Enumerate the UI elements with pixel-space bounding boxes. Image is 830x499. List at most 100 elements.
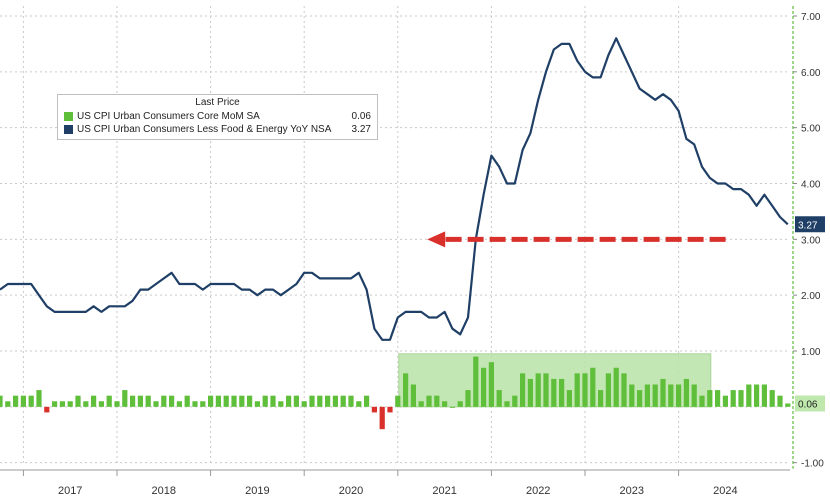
y-tick-label: 2.00 (801, 291, 821, 302)
bar-core-mom (91, 395, 97, 407)
bar-core-mom (44, 406, 50, 413)
bar-core-mom (621, 373, 627, 407)
bar-core-mom (356, 401, 362, 407)
bar-core-mom (754, 384, 760, 407)
x-axis-band (0, 470, 790, 499)
bar-core-mom (746, 384, 752, 407)
bar-core-mom (5, 401, 11, 407)
bar-core-mom (262, 395, 268, 407)
bar-core-mom (660, 378, 666, 407)
bar-core-mom (270, 395, 276, 407)
bar-core-mom (192, 401, 198, 407)
bar-core-mom (504, 401, 510, 407)
bar-core-mom (512, 395, 518, 407)
bar-core-mom (254, 401, 260, 407)
bar-core-mom (598, 390, 604, 407)
bar-core-mom (161, 395, 167, 407)
bar-core-mom (13, 395, 19, 407)
bar-core-mom (520, 373, 526, 407)
bar-core-mom (449, 406, 455, 408)
bar-core-mom (566, 390, 572, 407)
bar-core-mom (20, 395, 26, 407)
bar-core-mom (629, 384, 635, 407)
bar-core-mom (582, 373, 588, 407)
bar-core-mom (215, 395, 221, 407)
bar-core-mom (707, 390, 713, 407)
bar-core-mom (98, 401, 104, 407)
legend-label-core-yoy: US CPI Urban Consumers Less Food & Energ… (77, 124, 332, 135)
bar-core-mom (465, 390, 471, 407)
bar-core-mom (75, 395, 81, 407)
bar-core-mom (130, 395, 136, 407)
bar-core-mom (340, 395, 346, 407)
bar-core-mom (59, 401, 65, 407)
line-core-yoy (0, 37, 789, 341)
bar-core-mom (36, 390, 42, 407)
x-tick-label: 2023 (620, 485, 644, 497)
bar-core-mom (543, 373, 549, 407)
y-tick-label: 7.00 (801, 12, 821, 23)
bar-core-mom (67, 401, 73, 407)
x-tick-label: 2019 (245, 485, 269, 497)
y-tick-label: 4.00 (801, 180, 821, 191)
bar-core-mom (184, 395, 190, 407)
bar-core-mom (644, 384, 650, 407)
y-tick-label: 5.00 (801, 124, 821, 135)
bar-core-mom (371, 406, 377, 413)
bar-core-mom (153, 401, 159, 407)
bar-core-mom (761, 384, 767, 407)
bar-core-mom (496, 390, 502, 407)
bar-core-mom (574, 373, 580, 407)
bar-core-mom (348, 395, 354, 407)
chart-legend: Last Price US CPI Urban Consumers Core M… (57, 94, 378, 140)
bar-core-mom (403, 373, 409, 407)
bar-core-mom (0, 395, 3, 407)
bar-core-mom (715, 390, 721, 407)
legend-entry-core-yoy: US CPI Urban Consumers Less Food & Energ… (64, 123, 371, 136)
bar-core-mom (231, 395, 237, 407)
bar-core-mom (325, 395, 331, 407)
bar-core-mom (481, 367, 487, 407)
bar-core-mom (247, 395, 253, 407)
bar-core-mom (777, 395, 783, 407)
bar-core-mom (676, 384, 682, 407)
last-value-mom-text: 0.06 (798, 399, 818, 410)
x-tick-label: 2022 (526, 485, 550, 497)
bar-core-mom (722, 395, 728, 407)
bar-core-mom (613, 367, 619, 407)
bar-core-mom (683, 378, 689, 407)
bar-core-mom (535, 373, 541, 407)
bar-core-mom (293, 395, 299, 407)
bar-core-mom (106, 395, 112, 407)
x-tick-label: 2024 (713, 485, 737, 497)
y-tick-label: 6.00 (801, 68, 821, 79)
bar-core-mom (239, 395, 245, 407)
x-tick-label: 2017 (58, 485, 82, 497)
bar-core-mom (223, 395, 229, 407)
bar-core-mom (52, 401, 58, 407)
last-value-mom-box (795, 395, 825, 412)
bar-core-mom (395, 395, 401, 407)
bar-core-mom (387, 406, 393, 413)
bar-core-mom (488, 362, 494, 407)
bar-core-mom (301, 401, 307, 407)
bar-core-mom (122, 390, 128, 407)
last-value-yoy-box (795, 216, 825, 233)
legend-value-core-yoy: 3.27 (351, 124, 371, 135)
bar-core-mom (83, 401, 89, 407)
bar-core-mom (418, 401, 424, 407)
bar-core-mom (309, 395, 315, 407)
bar-core-mom (699, 395, 705, 407)
bar-core-mom (434, 395, 440, 407)
last-value-yoy-text: 3.27 (798, 220, 818, 231)
last-value-mom: 0.06 (795, 395, 825, 412)
bar-core-mom (785, 403, 791, 407)
x-tick-label: 2020 (339, 485, 363, 497)
bar-core-mom (590, 367, 596, 407)
y-tick-label: 1.00 (801, 347, 821, 358)
bar-core-mom (332, 395, 338, 407)
legend-swatch-core-mom (64, 112, 73, 121)
bar-core-mom (379, 406, 385, 430)
bar-core-mom (176, 401, 182, 407)
legend-swatch-core-yoy (64, 125, 73, 134)
